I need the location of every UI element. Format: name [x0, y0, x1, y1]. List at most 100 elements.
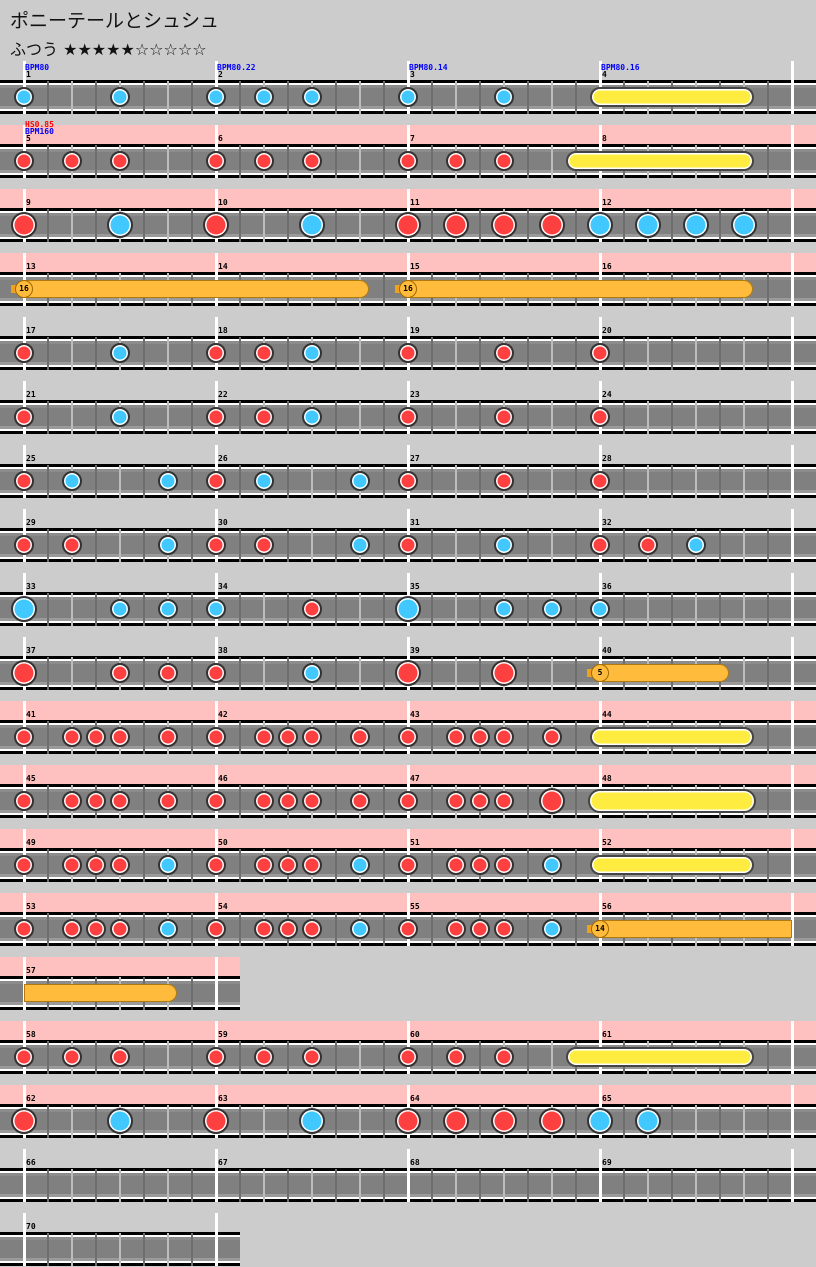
grid-line	[191, 1169, 193, 1202]
grid-line	[335, 337, 337, 370]
grid-line	[335, 209, 337, 242]
don-note	[62, 535, 82, 555]
don-note	[254, 791, 274, 811]
grid-line	[479, 529, 481, 562]
ka-note	[542, 855, 562, 875]
measure-line	[215, 1213, 218, 1266]
ka-note	[302, 343, 322, 363]
grid-line	[71, 593, 73, 626]
grid-line	[239, 721, 241, 754]
ka-note	[350, 535, 370, 555]
chart-row: 9 10 11 12	[0, 189, 816, 243]
measure-line	[599, 253, 602, 306]
measure-line	[791, 125, 794, 178]
grid-line	[359, 657, 361, 690]
grid-line	[383, 849, 385, 882]
measure-number: 38	[218, 646, 228, 655]
measure-line	[599, 1149, 602, 1202]
grid-line	[95, 81, 97, 114]
grid-line	[527, 721, 529, 754]
grid-line	[383, 593, 385, 626]
grid-line	[575, 401, 577, 434]
don-note	[590, 471, 610, 491]
don-note	[110, 727, 130, 747]
grid-line	[143, 721, 145, 754]
grid-line	[287, 1105, 289, 1138]
grid-line	[95, 1233, 97, 1266]
don-note	[350, 727, 370, 747]
balloon-tail-icon	[11, 285, 18, 293]
ka-note	[206, 87, 226, 107]
don-note	[470, 919, 490, 939]
don-note	[494, 919, 514, 939]
grid-line	[383, 785, 385, 818]
bpm-label: BPM80.22	[217, 63, 256, 72]
measure-number: 63	[218, 1094, 228, 1103]
grid-line	[167, 337, 169, 370]
grid-line	[383, 529, 385, 562]
grid-line	[263, 657, 265, 690]
don-note	[110, 855, 130, 875]
grid-line	[647, 1169, 649, 1202]
ka-note	[590, 599, 610, 619]
grid-line	[167, 1233, 169, 1266]
don-note	[302, 727, 322, 747]
measure-number: 17	[26, 326, 36, 335]
grid-line	[287, 529, 289, 562]
big-ka-note	[635, 1108, 661, 1134]
don-note	[278, 791, 298, 811]
measure-line	[215, 253, 218, 306]
grid-line	[335, 593, 337, 626]
grid-line	[95, 1041, 97, 1074]
grid-line	[431, 1041, 433, 1074]
grid-line	[239, 145, 241, 178]
grid-line	[167, 1041, 169, 1074]
grid-line	[575, 593, 577, 626]
grid-line	[671, 1169, 673, 1202]
big-drumroll	[588, 789, 756, 813]
grid-line	[143, 785, 145, 818]
don-note	[470, 855, 490, 875]
grid-line	[431, 657, 433, 690]
grid-line	[431, 721, 433, 754]
grid-line	[527, 1169, 529, 1202]
grid-line	[527, 1105, 529, 1138]
measure-number: 46	[218, 774, 228, 783]
grid-line	[167, 401, 169, 434]
grid-line	[503, 1169, 505, 1202]
grid-line	[47, 81, 49, 114]
don-note	[494, 1047, 514, 1067]
big-don-note	[395, 212, 421, 238]
don-note	[398, 471, 418, 491]
balloon-tail-icon	[395, 285, 402, 293]
measure-number: 53	[26, 902, 36, 911]
don-note	[254, 343, 274, 363]
chart-row: 29 30 31 32	[0, 509, 816, 563]
don-note	[206, 151, 226, 171]
grid-line	[143, 913, 145, 946]
grid-line	[479, 145, 481, 178]
grid-line	[431, 401, 433, 434]
don-note	[254, 1047, 274, 1067]
grid-line	[287, 337, 289, 370]
measure-number: 20	[602, 326, 612, 335]
grid-line	[551, 337, 553, 370]
don-note	[446, 151, 466, 171]
measure-number: 4	[602, 70, 607, 79]
don-note	[278, 855, 298, 875]
grid-line	[479, 401, 481, 434]
balloon-bar	[24, 280, 369, 298]
don-note	[470, 727, 490, 747]
grid-line	[47, 145, 49, 178]
don-note	[86, 727, 106, 747]
ka-note	[158, 471, 178, 491]
ka-note	[350, 855, 370, 875]
big-don-note	[491, 1108, 517, 1134]
don-note	[494, 343, 514, 363]
measure-number: 14	[218, 262, 228, 271]
grid-line	[95, 465, 97, 498]
don-note	[446, 1047, 466, 1067]
measure-number: 41	[26, 710, 36, 719]
don-note	[302, 919, 322, 939]
don-note	[206, 535, 226, 555]
